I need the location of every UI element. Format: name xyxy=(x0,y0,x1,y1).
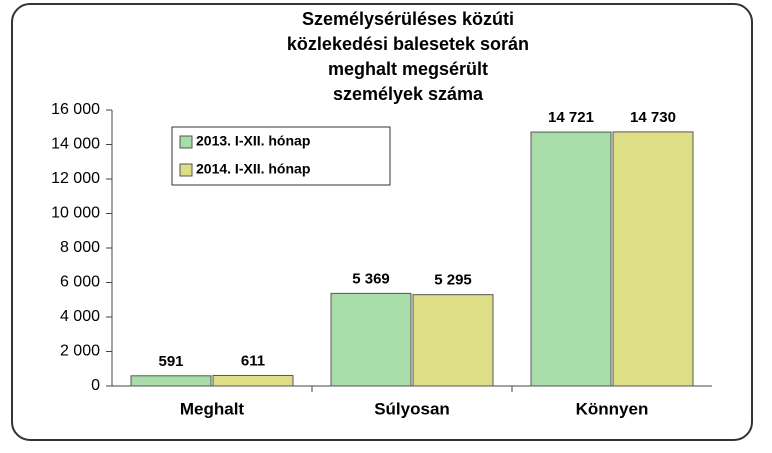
y-tick-label: 0 xyxy=(91,377,100,394)
value-label: 611 xyxy=(241,352,265,369)
chart-title: közlekedési balesetek során xyxy=(287,34,529,54)
value-label: 591 xyxy=(158,353,183,370)
y-tick-label: 16 000 xyxy=(51,101,100,118)
chart-title: Személysérüléses közúti xyxy=(302,9,514,29)
legend-swatch xyxy=(179,163,193,177)
bar xyxy=(612,131,694,387)
bar xyxy=(330,292,412,387)
value-label: 14 721 xyxy=(548,109,594,126)
value-label: 5 369 xyxy=(352,270,390,287)
legend-label: 2014. I-XII. hónap xyxy=(196,161,310,177)
bar xyxy=(530,131,612,387)
legend-label: 2013. I-XII. hónap xyxy=(196,133,310,149)
legend-swatch xyxy=(179,135,193,149)
value-label: 5 295 xyxy=(434,272,472,289)
y-tick-label: 6 000 xyxy=(60,274,100,291)
x-tick-label: Súlyosan xyxy=(374,399,450,418)
bar xyxy=(130,375,212,387)
bar xyxy=(412,294,494,387)
legend xyxy=(171,126,391,186)
chart-title: meghalt megsérült xyxy=(328,59,488,79)
x-tick-label: Könnyen xyxy=(576,399,649,418)
y-tick-label: 2 000 xyxy=(60,343,100,360)
x-tick-label: Meghalt xyxy=(180,399,245,418)
y-tick-label: 8 000 xyxy=(60,239,100,256)
y-tick-label: 10 000 xyxy=(51,205,100,222)
y-tick-label: 4 000 xyxy=(60,308,100,325)
y-tick-label: 12 000 xyxy=(51,170,100,187)
value-label: 14 730 xyxy=(630,109,676,126)
bar xyxy=(212,374,294,387)
y-tick-label: 14 000 xyxy=(51,136,100,153)
chart-title: személyek száma xyxy=(333,84,484,104)
